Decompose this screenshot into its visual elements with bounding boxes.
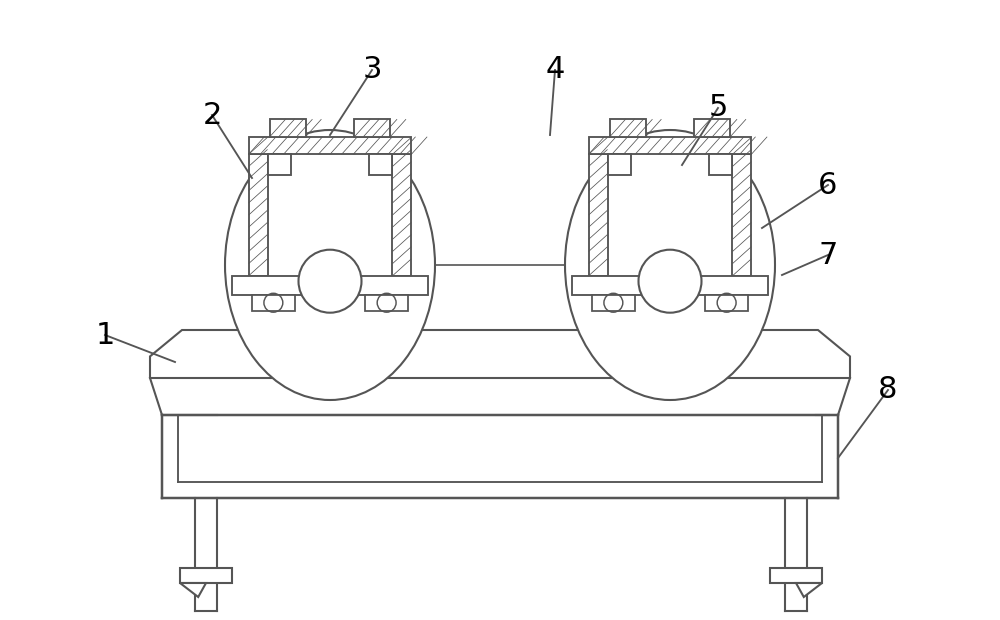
Text: 2: 2 — [202, 100, 222, 130]
Bar — [232, 276, 428, 294]
Bar — [392, 154, 411, 276]
Bar — [732, 154, 751, 276]
Bar — [705, 294, 748, 311]
Polygon shape — [180, 583, 206, 597]
Bar — [270, 119, 306, 137]
Bar — [770, 568, 822, 583]
Circle shape — [639, 250, 702, 312]
Bar — [354, 119, 390, 137]
Text: 4: 4 — [545, 56, 565, 84]
Bar — [572, 276, 768, 294]
Bar — [180, 568, 232, 583]
Text: 6: 6 — [818, 170, 838, 200]
Text: 5: 5 — [708, 94, 728, 123]
Bar — [694, 119, 730, 137]
Circle shape — [298, 250, 362, 312]
Bar — [610, 119, 646, 137]
Bar — [608, 154, 631, 175]
Polygon shape — [796, 583, 822, 597]
Ellipse shape — [225, 130, 435, 400]
Bar — [592, 294, 635, 311]
Bar — [252, 294, 295, 311]
Bar — [589, 154, 608, 276]
Bar — [268, 154, 291, 175]
Ellipse shape — [565, 130, 775, 400]
Bar — [365, 294, 408, 311]
Text: 1: 1 — [95, 321, 115, 350]
Bar — [589, 137, 751, 154]
Text: 8: 8 — [878, 376, 898, 404]
Polygon shape — [150, 330, 850, 378]
Bar — [249, 137, 411, 154]
Text: 3: 3 — [362, 56, 382, 84]
Bar — [369, 154, 392, 175]
Bar — [709, 154, 732, 175]
Text: 7: 7 — [818, 241, 838, 270]
Bar — [249, 154, 268, 276]
